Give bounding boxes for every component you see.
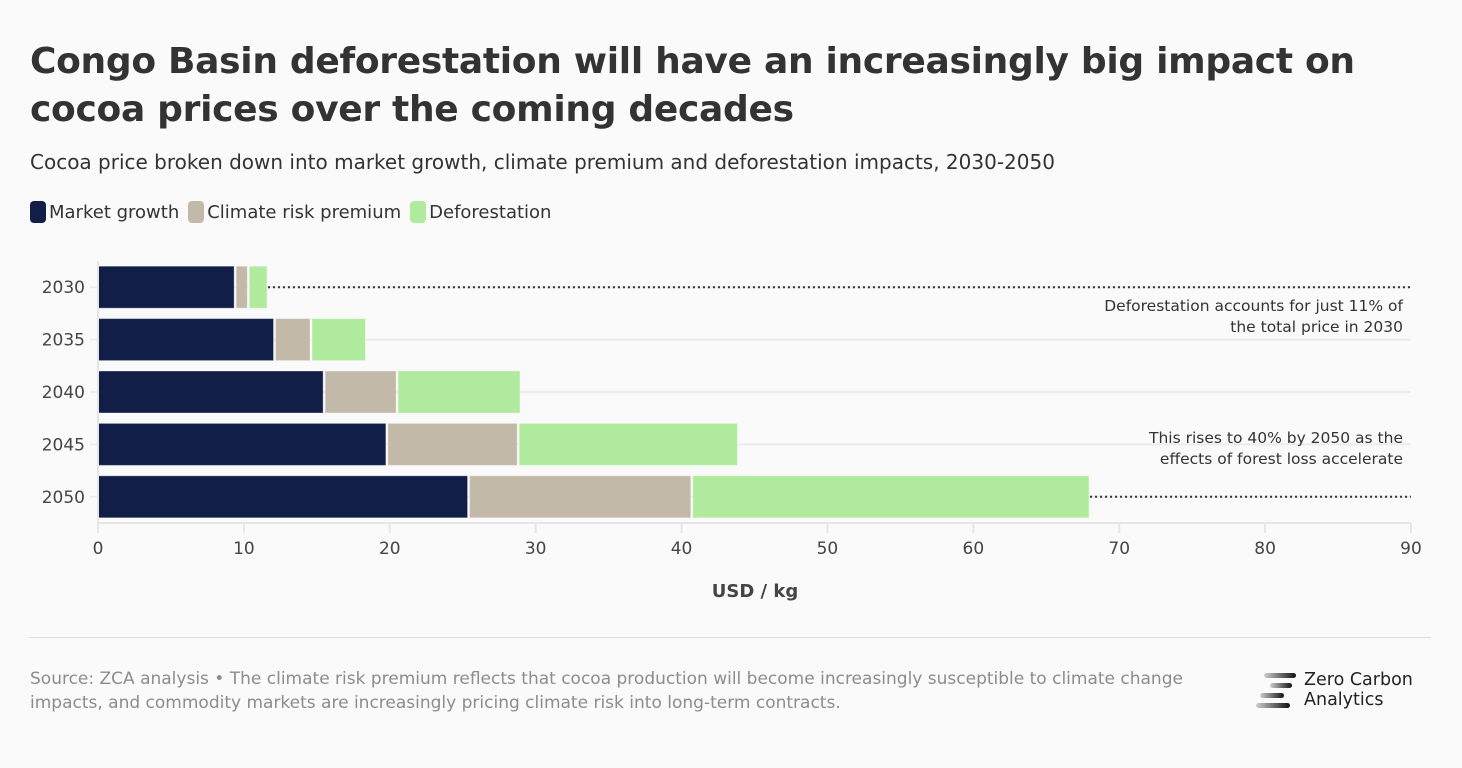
bar-deforestation-2035 bbox=[311, 318, 366, 362]
source-note: Source: ZCA analysis • The climate risk … bbox=[30, 669, 1183, 713]
x-tick-label: 70 bbox=[1108, 539, 1130, 559]
x-axis-title: USD / kg bbox=[712, 581, 798, 602]
bar-deforestation-2030 bbox=[248, 265, 268, 309]
y-tick-label: 2050 bbox=[42, 488, 85, 508]
annotation-2030: Deforestation accounts for just 11% of t… bbox=[1104, 297, 1403, 336]
bar-deforestation-2045 bbox=[518, 422, 738, 466]
chart-title: Congo Basin deforestation will have an i… bbox=[30, 41, 1355, 130]
legend-item-deforestation: Deforestation bbox=[410, 201, 551, 223]
logo-icon bbox=[1254, 670, 1298, 710]
logo-text-line1: Zero Carbon bbox=[1304, 670, 1413, 690]
x-tick-label: 30 bbox=[525, 539, 547, 559]
x-tick-label: 50 bbox=[817, 539, 839, 559]
bars-layer bbox=[97, 265, 1090, 519]
x-tick-label: 80 bbox=[1254, 539, 1276, 559]
x-tick-label: 10 bbox=[233, 539, 255, 559]
legend-item-climate-risk-premium: Climate risk premium bbox=[188, 201, 401, 223]
bar-market-growth-2030 bbox=[97, 265, 235, 309]
bar-climate-risk-premium-2030 bbox=[235, 265, 248, 309]
legend-swatch-deforestation bbox=[410, 201, 427, 223]
legend-label: Climate risk premium bbox=[207, 201, 402, 223]
bar-climate-risk-premium-2045 bbox=[387, 422, 518, 466]
legend-label: Deforestation bbox=[429, 201, 552, 223]
y-tick-label: 2030 bbox=[42, 278, 85, 298]
chart-subtitle: Cocoa price broken down into market grow… bbox=[30, 150, 1055, 174]
bar-market-growth-2045 bbox=[97, 422, 387, 466]
legend-swatch-climate-risk-premium bbox=[188, 201, 205, 223]
bar-deforestation-2050 bbox=[692, 475, 1090, 519]
bar-climate-risk-premium-2040 bbox=[324, 370, 397, 414]
y-tick-label: 2035 bbox=[42, 331, 85, 351]
legend-label: Market growth bbox=[49, 201, 180, 223]
chart-plot-area: 0 10 20 30 40 50 60 70 80 9020302035204020452050 … bbox=[42, 261, 1422, 602]
y-tick-label: 2045 bbox=[42, 435, 85, 455]
x-tick-label: 0 bbox=[93, 539, 104, 559]
bar-climate-risk-premium-2050 bbox=[469, 475, 692, 519]
footer-divider bbox=[29, 637, 1431, 638]
x-tick-label: 40 bbox=[671, 539, 693, 559]
legend-swatch-market-growth bbox=[30, 201, 46, 223]
bar-market-growth-2050 bbox=[97, 475, 469, 519]
annotation-2050: This rises to 40% by 2050 as the effects… bbox=[1148, 429, 1403, 468]
bar-market-growth-2040 bbox=[97, 370, 324, 414]
bar-market-growth-2035 bbox=[97, 318, 275, 362]
legend: Market growth Climate risk premium Defor… bbox=[30, 201, 560, 223]
y-tick-label: 2040 bbox=[42, 383, 85, 403]
x-tick-label: 20 bbox=[379, 539, 401, 559]
logo-text-line2: Analytics bbox=[1304, 690, 1384, 710]
legend-item-market-growth: Market growth bbox=[30, 201, 179, 223]
bar-climate-risk-premium-2035 bbox=[275, 318, 311, 362]
bar-deforestation-2040 bbox=[397, 370, 521, 414]
zero-carbon-analytics-logo: Zero Carbon Analytics bbox=[1254, 670, 1413, 710]
reference-lines-layer bbox=[267, 286, 1411, 498]
x-tick-label: 60 bbox=[963, 539, 985, 559]
x-tick-label: 90 bbox=[1400, 539, 1422, 559]
